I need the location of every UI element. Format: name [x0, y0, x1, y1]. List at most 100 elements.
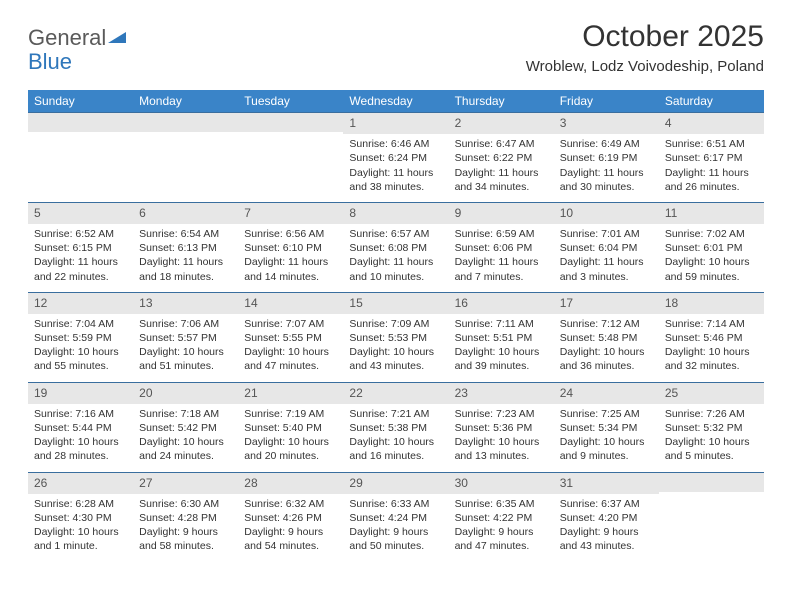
calendar-table: Sunday Monday Tuesday Wednesday Thursday…	[28, 90, 764, 561]
sunrise-text: Sunrise: 7:09 AM	[349, 317, 442, 331]
day-body: Sunrise: 6:28 AMSunset: 4:30 PMDaylight:…	[28, 494, 133, 562]
daylight-text: Daylight: 9 hours and 58 minutes.	[139, 525, 232, 553]
sunrise-text: Sunrise: 7:14 AM	[665, 317, 758, 331]
daylight-text: Daylight: 10 hours and 55 minutes.	[34, 345, 127, 373]
weekday-header: Saturday	[659, 90, 764, 113]
day-number: 8	[343, 203, 448, 224]
sunset-text: Sunset: 5:48 PM	[560, 331, 653, 345]
weekday-header: Wednesday	[343, 90, 448, 113]
sunset-text: Sunset: 4:20 PM	[560, 511, 653, 525]
sunrise-text: Sunrise: 6:51 AM	[665, 137, 758, 151]
day-body	[238, 132, 343, 194]
daylight-text: Daylight: 11 hours and 10 minutes.	[349, 255, 442, 283]
sunset-text: Sunset: 6:15 PM	[34, 241, 127, 255]
calendar-week-row: 19Sunrise: 7:16 AMSunset: 5:44 PMDayligh…	[28, 382, 764, 472]
weekday-header: Monday	[133, 90, 238, 113]
sunset-text: Sunset: 5:42 PM	[139, 421, 232, 435]
calendar-day-cell: 23Sunrise: 7:23 AMSunset: 5:36 PMDayligh…	[449, 382, 554, 472]
day-body: Sunrise: 7:23 AMSunset: 5:36 PMDaylight:…	[449, 404, 554, 472]
sunset-text: Sunset: 6:06 PM	[455, 241, 548, 255]
logo-triangle-icon	[108, 24, 126, 48]
day-body: Sunrise: 6:59 AMSunset: 6:06 PMDaylight:…	[449, 224, 554, 292]
sunset-text: Sunset: 6:13 PM	[139, 241, 232, 255]
daylight-text: Daylight: 10 hours and 16 minutes.	[349, 435, 442, 463]
sunrise-text: Sunrise: 7:26 AM	[665, 407, 758, 421]
sunset-text: Sunset: 6:01 PM	[665, 241, 758, 255]
sunrise-text: Sunrise: 6:37 AM	[560, 497, 653, 511]
daylight-text: Daylight: 9 hours and 47 minutes.	[455, 525, 548, 553]
calendar-day-cell: 6Sunrise: 6:54 AMSunset: 6:13 PMDaylight…	[133, 202, 238, 292]
day-number: 4	[659, 113, 764, 134]
day-number: 17	[554, 293, 659, 314]
day-number: 25	[659, 383, 764, 404]
sunrise-text: Sunrise: 6:35 AM	[455, 497, 548, 511]
calendar-day-cell: 21Sunrise: 7:19 AMSunset: 5:40 PMDayligh…	[238, 382, 343, 472]
calendar-day-cell: 19Sunrise: 7:16 AMSunset: 5:44 PMDayligh…	[28, 382, 133, 472]
daylight-text: Daylight: 11 hours and 14 minutes.	[244, 255, 337, 283]
sunrise-text: Sunrise: 6:32 AM	[244, 497, 337, 511]
daylight-text: Daylight: 9 hours and 50 minutes.	[349, 525, 442, 553]
sunset-text: Sunset: 4:28 PM	[139, 511, 232, 525]
sunrise-text: Sunrise: 6:56 AM	[244, 227, 337, 241]
day-number: 30	[449, 473, 554, 494]
calendar-day-cell: 28Sunrise: 6:32 AMSunset: 4:26 PMDayligh…	[238, 472, 343, 561]
daylight-text: Daylight: 10 hours and 59 minutes.	[665, 255, 758, 283]
sunrise-text: Sunrise: 7:23 AM	[455, 407, 548, 421]
day-number: 10	[554, 203, 659, 224]
sunset-text: Sunset: 5:34 PM	[560, 421, 653, 435]
day-number: 9	[449, 203, 554, 224]
calendar-day-cell: 3Sunrise: 6:49 AMSunset: 6:19 PMDaylight…	[554, 113, 659, 203]
logo: General Blue	[28, 24, 126, 74]
daylight-text: Daylight: 9 hours and 54 minutes.	[244, 525, 337, 553]
calendar-day-cell: 1Sunrise: 6:46 AMSunset: 6:24 PMDaylight…	[343, 113, 448, 203]
day-body: Sunrise: 6:30 AMSunset: 4:28 PMDaylight:…	[133, 494, 238, 562]
sunset-text: Sunset: 5:46 PM	[665, 331, 758, 345]
day-number: 27	[133, 473, 238, 494]
sunrise-text: Sunrise: 6:46 AM	[349, 137, 442, 151]
sunset-text: Sunset: 6:10 PM	[244, 241, 337, 255]
day-body: Sunrise: 7:18 AMSunset: 5:42 PMDaylight:…	[133, 404, 238, 472]
location: Wroblew, Lodz Voivodeship, Poland	[526, 58, 764, 75]
sunset-text: Sunset: 6:24 PM	[349, 151, 442, 165]
day-number: 7	[238, 203, 343, 224]
daylight-text: Daylight: 10 hours and 51 minutes.	[139, 345, 232, 373]
sunset-text: Sunset: 4:22 PM	[455, 511, 548, 525]
day-body: Sunrise: 6:52 AMSunset: 6:15 PMDaylight:…	[28, 224, 133, 292]
calendar-day-cell: 4Sunrise: 6:51 AMSunset: 6:17 PMDaylight…	[659, 113, 764, 203]
sunrise-text: Sunrise: 7:04 AM	[34, 317, 127, 331]
day-body: Sunrise: 6:56 AMSunset: 6:10 PMDaylight:…	[238, 224, 343, 292]
day-number: 1	[343, 113, 448, 134]
calendar-day-cell: 5Sunrise: 6:52 AMSunset: 6:15 PMDaylight…	[28, 202, 133, 292]
day-body: Sunrise: 6:47 AMSunset: 6:22 PMDaylight:…	[449, 134, 554, 202]
day-body: Sunrise: 7:07 AMSunset: 5:55 PMDaylight:…	[238, 314, 343, 382]
day-number: 28	[238, 473, 343, 494]
weekday-header: Friday	[554, 90, 659, 113]
day-body: Sunrise: 7:14 AMSunset: 5:46 PMDaylight:…	[659, 314, 764, 382]
calendar-day-cell: 31Sunrise: 6:37 AMSunset: 4:20 PMDayligh…	[554, 472, 659, 561]
daylight-text: Daylight: 10 hours and 32 minutes.	[665, 345, 758, 373]
day-body: Sunrise: 7:19 AMSunset: 5:40 PMDaylight:…	[238, 404, 343, 472]
day-number	[659, 473, 764, 492]
sunset-text: Sunset: 5:59 PM	[34, 331, 127, 345]
calendar-day-cell: 14Sunrise: 7:07 AMSunset: 5:55 PMDayligh…	[238, 292, 343, 382]
day-number: 11	[659, 203, 764, 224]
weekday-header: Tuesday	[238, 90, 343, 113]
day-number: 12	[28, 293, 133, 314]
day-number: 18	[659, 293, 764, 314]
day-body: Sunrise: 6:51 AMSunset: 6:17 PMDaylight:…	[659, 134, 764, 202]
day-body	[659, 492, 764, 554]
weekday-header: Thursday	[449, 90, 554, 113]
day-body: Sunrise: 7:11 AMSunset: 5:51 PMDaylight:…	[449, 314, 554, 382]
daylight-text: Daylight: 10 hours and 28 minutes.	[34, 435, 127, 463]
day-number: 13	[133, 293, 238, 314]
daylight-text: Daylight: 11 hours and 22 minutes.	[34, 255, 127, 283]
day-number: 16	[449, 293, 554, 314]
day-body: Sunrise: 6:35 AMSunset: 4:22 PMDaylight:…	[449, 494, 554, 562]
daylight-text: Daylight: 11 hours and 26 minutes.	[665, 166, 758, 194]
calendar-day-cell: 17Sunrise: 7:12 AMSunset: 5:48 PMDayligh…	[554, 292, 659, 382]
calendar-day-cell: 10Sunrise: 7:01 AMSunset: 6:04 PMDayligh…	[554, 202, 659, 292]
calendar-day-cell: 30Sunrise: 6:35 AMSunset: 4:22 PMDayligh…	[449, 472, 554, 561]
sunrise-text: Sunrise: 7:12 AM	[560, 317, 653, 331]
calendar-day-cell	[659, 472, 764, 561]
calendar-day-cell: 7Sunrise: 6:56 AMSunset: 6:10 PMDaylight…	[238, 202, 343, 292]
